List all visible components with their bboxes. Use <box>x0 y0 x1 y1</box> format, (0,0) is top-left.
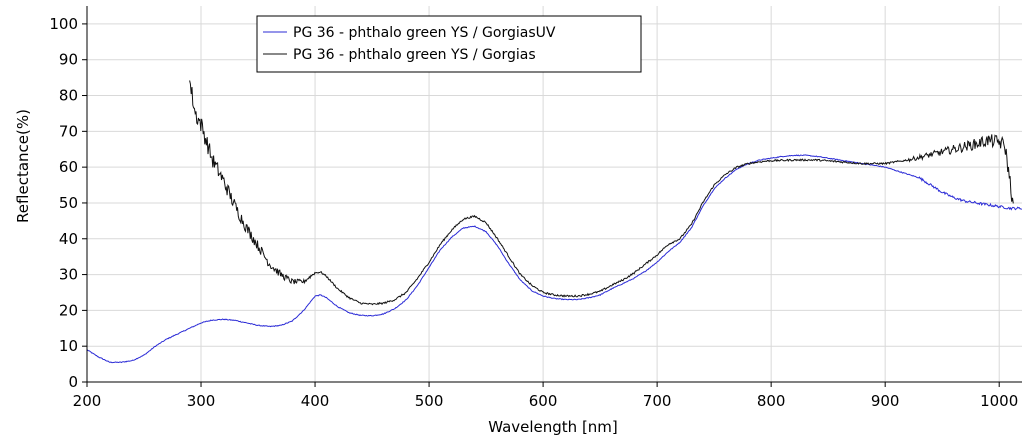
x-tick-label: 200 <box>73 392 102 410</box>
x-tick-label: 900 <box>871 392 900 410</box>
legend-entry: PG 36 - phthalo green YS / Gorgias <box>293 47 536 63</box>
series-line-2 <box>189 80 1014 306</box>
y-tick-label: 100 <box>49 15 78 33</box>
y-tick-label: 60 <box>59 158 78 176</box>
x-tick-label: 400 <box>301 392 330 410</box>
y-tick-label: 80 <box>59 87 78 105</box>
x-tick-label: 800 <box>757 392 786 410</box>
y-tick-label: 0 <box>68 373 78 391</box>
legend-box <box>256 15 642 73</box>
y-axis-ticks: 0 10 20 30 40 50 60 70 80 90 100 <box>49 15 87 391</box>
y-tick-label: 30 <box>59 266 78 284</box>
y-tick-label: 10 <box>59 337 78 355</box>
y-axis-label: Reflectance(%) <box>14 109 32 223</box>
axes <box>86 6 1022 383</box>
x-tick-label: 600 <box>529 392 558 410</box>
y-tick-label: 90 <box>59 51 78 69</box>
y-tick-label: 20 <box>59 301 78 319</box>
series-group <box>86 80 1023 364</box>
series-line-1 <box>86 154 1023 364</box>
x-tick-label: 700 <box>643 392 672 410</box>
x-tick-label: 1000 <box>980 392 1018 410</box>
x-axis-ticks: 200 300 400 500 600 700 800 900 1000 <box>73 382 1018 410</box>
y-tick-label: 40 <box>59 230 78 248</box>
legend-entry: PG 36 - phthalo green YS / GorgiasUV <box>293 25 556 41</box>
y-tick-label: 50 <box>59 194 78 212</box>
legend: PG 36 - phthalo green YS / GorgiasUV PG 3… <box>256 15 642 73</box>
x-tick-label: 300 <box>187 392 216 410</box>
x-tick-label: 500 <box>415 392 444 410</box>
x-axis-label: Wavelength [nm] <box>488 418 618 436</box>
y-tick-label: 70 <box>59 122 78 140</box>
